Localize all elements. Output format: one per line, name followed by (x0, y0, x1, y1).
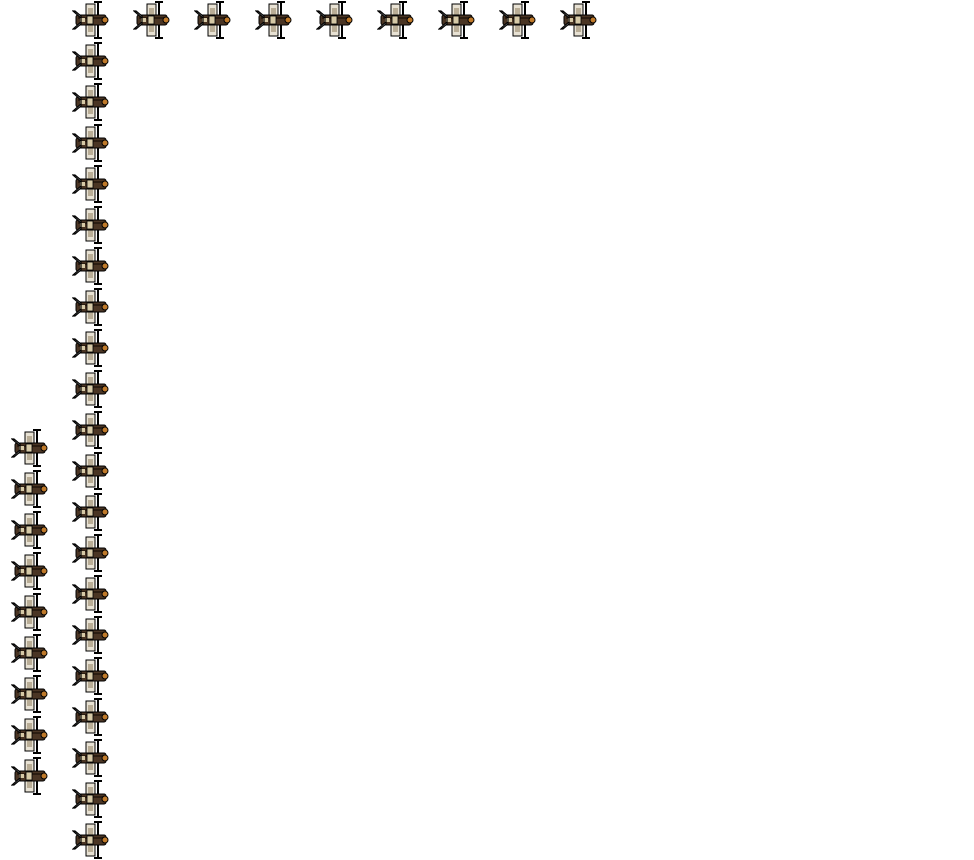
game-board (11, 0, 600, 859)
biplane-sprite-icon (11, 469, 51, 509)
biplane-sprite-icon (11, 674, 51, 714)
biplane-sprite-icon (72, 123, 112, 163)
biplane-sprite-icon (11, 756, 51, 796)
biplane-sprite-icon (560, 0, 600, 40)
biplane-sprite-icon (11, 510, 51, 550)
biplane-sprite-icon (194, 0, 234, 40)
biplane-sprite-icon (255, 0, 295, 40)
biplane-sprite-icon (72, 410, 112, 450)
biplane-sprite-icon (438, 0, 478, 40)
biplane-sprite-icon (72, 615, 112, 655)
biplane-sprite-icon (72, 328, 112, 368)
biplane-sprite-icon (72, 779, 112, 819)
biplane-sprite-icon (72, 164, 112, 204)
biplane-sprite-icon (72, 287, 112, 327)
biplane-sprite-icon (72, 820, 112, 860)
biplane-sprite-icon (72, 369, 112, 409)
biplane-sprite-icon (72, 574, 112, 614)
biplane-sprite-icon (11, 428, 51, 468)
biplane-sprite-icon (72, 533, 112, 573)
biplane-sprite-icon (72, 656, 112, 696)
biplane-sprite-icon (72, 492, 112, 532)
biplane-sprite-icon (72, 451, 112, 491)
biplane-sprite-icon (72, 41, 112, 81)
biplane-sprite-icon (11, 551, 51, 591)
biplane-sprite-icon (11, 715, 51, 755)
biplane-sprite-icon (72, 246, 112, 286)
biplane-sprite-icon (316, 0, 356, 40)
biplane-sprite-icon (72, 738, 112, 778)
biplane-sprite-icon (72, 205, 112, 245)
biplane-sprite-icon (499, 0, 539, 40)
biplane-sprite-icon (133, 0, 173, 40)
biplane-sprite-icon (377, 0, 417, 40)
biplane-sprite-icon (11, 592, 51, 632)
biplane-sprite-icon (11, 633, 51, 673)
biplane-sprite-icon (72, 697, 112, 737)
biplane-sprite-icon (72, 0, 112, 40)
biplane-sprite-icon (72, 82, 112, 122)
